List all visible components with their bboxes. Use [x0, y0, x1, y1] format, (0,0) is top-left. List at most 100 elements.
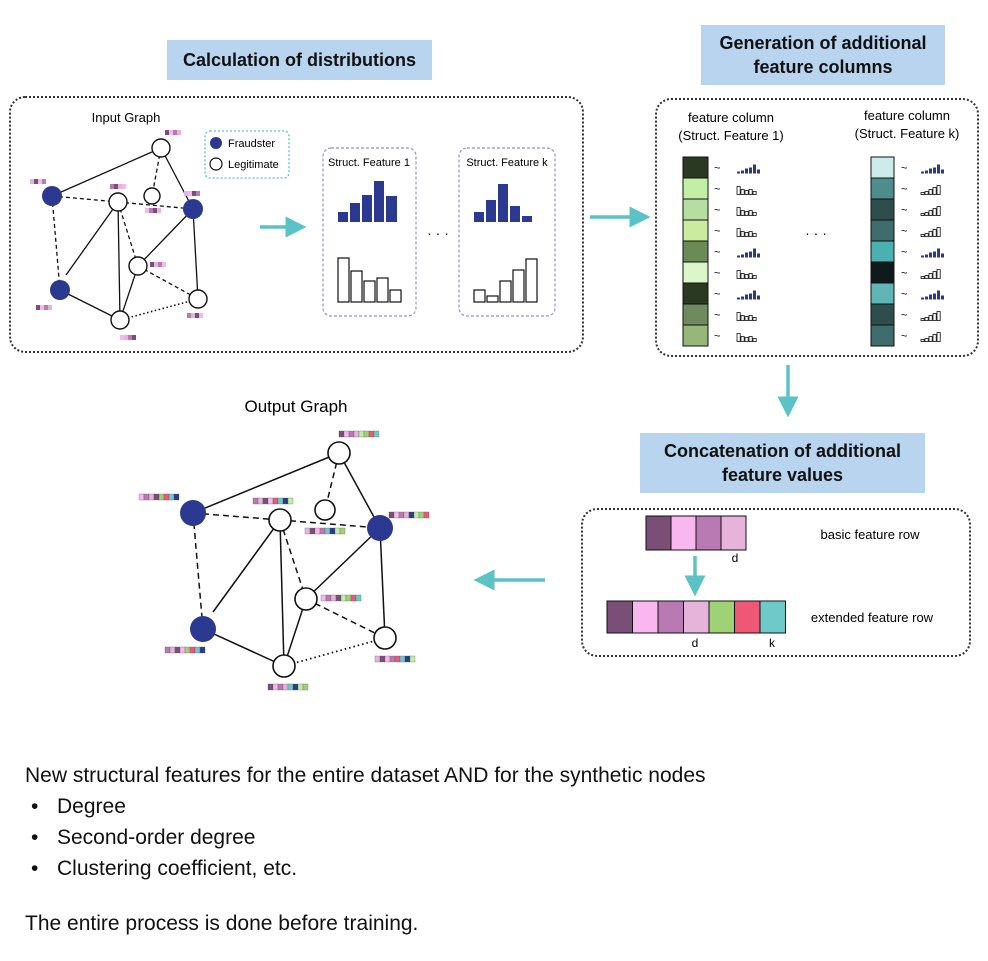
mini-histogram-bar	[744, 316, 749, 321]
notes-list: Degree Second-order degree Clustering co…	[25, 791, 706, 884]
struct-feature-1-box: Struct. Feature 1	[322, 147, 417, 317]
feature-strip	[187, 313, 203, 318]
blue-histogram	[338, 181, 397, 222]
mini-histogram-bar	[752, 212, 757, 216]
extended-feature-row-label: extended feature row	[811, 610, 934, 625]
tilde-symbol: ~	[714, 268, 720, 280]
feature-column-k-title: feature column	[864, 108, 950, 123]
feature-row-cell	[645, 515, 672, 551]
feature-columns-panel	[655, 98, 979, 357]
legitimate-node	[108, 192, 128, 212]
extended-row-d-label: d	[692, 636, 699, 650]
mini-histogram-bar	[936, 311, 941, 321]
edge	[137, 208, 194, 267]
generation-title-line1: Generation of additional	[719, 32, 927, 53]
feature-strip	[267, 683, 309, 691]
feature-strip	[145, 208, 161, 213]
mini-histogram-bar	[744, 337, 749, 342]
feature-row-cell	[708, 600, 735, 634]
fraudster-node	[180, 500, 206, 526]
feature-strip	[304, 527, 346, 535]
mini-histogram-bar	[928, 189, 933, 195]
concatenation-panel	[581, 508, 971, 657]
feature-row-cell	[695, 515, 722, 551]
tilde-symbol: ~	[901, 268, 907, 280]
legitimate-node	[128, 256, 148, 276]
dashed-edge	[305, 598, 386, 639]
mini-histogram-bar	[921, 255, 924, 258]
feature-strip	[36, 305, 52, 310]
mini-histogram-bar	[752, 233, 757, 237]
struct-feature-k-frame	[458, 147, 556, 317]
mini-histogram-bar	[928, 231, 933, 237]
feature-column-k-subtitle: (Struct. Feature k)	[855, 126, 960, 141]
mini-histogram-bar	[925, 296, 928, 300]
mini-histogram-bar	[924, 275, 929, 279]
mini-histogram-bar	[932, 271, 937, 279]
tilde-symbol: ~	[901, 184, 907, 196]
tilde-symbol: ~	[714, 310, 720, 322]
mini-histogram-bar	[937, 290, 940, 300]
struct-feature-k-box: Struct. Feature k	[458, 147, 556, 317]
dashed-edge	[137, 265, 199, 300]
concatenation-title-line1: Concatenation of additional	[664, 440, 901, 461]
edge	[65, 201, 119, 276]
feature-strip	[252, 497, 294, 505]
mini-histogram-bar	[932, 229, 937, 237]
edge	[51, 147, 162, 197]
mini-histogram-bar	[757, 253, 760, 258]
feature-strip	[150, 262, 166, 267]
feature-column-1-title: feature column	[688, 110, 774, 125]
tilde-symbol: ~	[901, 310, 907, 322]
mini-histogram-bar	[740, 231, 745, 237]
feature-cell	[682, 177, 709, 200]
feature-column-k	[870, 156, 895, 347]
mini-histogram-bar	[741, 170, 744, 174]
feature-strip	[30, 179, 46, 184]
struct-feature-k-label: Struct. Feature k	[466, 157, 548, 169]
mini-histogram-bar	[920, 339, 925, 342]
list-item: Degree	[25, 791, 706, 822]
feature-cell	[682, 261, 709, 284]
mini-histogram-bar	[932, 313, 937, 321]
mini-histogram-bar	[932, 208, 937, 216]
notes-section: New structural features for the entire d…	[25, 760, 706, 884]
concatenation-title-line2: feature values	[721, 465, 844, 485]
mini-histogram-bar	[736, 207, 741, 216]
notes-footer: The entire process is done before traini…	[25, 912, 419, 935]
fraudster-legend-icon	[210, 137, 222, 149]
output-graph	[138, 430, 430, 691]
mini-histogram-bar	[740, 336, 745, 342]
mini-histogram-bar	[924, 233, 929, 237]
legitimate-node	[110, 310, 130, 330]
node-feature-strips	[30, 130, 203, 340]
feature-row-cell	[670, 515, 697, 551]
tilde-symbol: ~	[714, 205, 720, 217]
tilde-symbol: ~	[714, 289, 720, 301]
dashed-edge	[117, 201, 139, 267]
edge	[117, 201, 121, 321]
mini-histogram-bar	[753, 290, 756, 300]
tilde-symbol: ~	[714, 247, 720, 259]
mini-histogram-bar	[737, 171, 740, 174]
mini-histogram-bar	[752, 275, 757, 279]
mini-histogram-bar	[936, 269, 941, 279]
feature-strip	[164, 646, 206, 654]
mini-histogram-bar	[920, 276, 925, 279]
fraudster-node	[190, 616, 216, 642]
feature-row-cell	[683, 600, 710, 634]
mini-histogram-bar	[745, 252, 748, 258]
mini-histogram-bar	[740, 189, 745, 195]
mini-histogram-bar	[757, 169, 760, 174]
feature-strip	[138, 493, 180, 501]
mini-histogram-bar	[744, 232, 749, 237]
feature-row-cell	[657, 600, 684, 634]
mini-histogram-bar	[933, 251, 936, 258]
mini-histogram-bar	[748, 189, 753, 195]
edge	[338, 452, 381, 529]
feature-strip	[120, 335, 136, 340]
mini-histogram-bar	[740, 315, 745, 321]
struct-feature-1-frame	[322, 147, 417, 317]
mini-histogram-bar	[748, 273, 753, 279]
mini-histogram-bar	[736, 312, 741, 321]
